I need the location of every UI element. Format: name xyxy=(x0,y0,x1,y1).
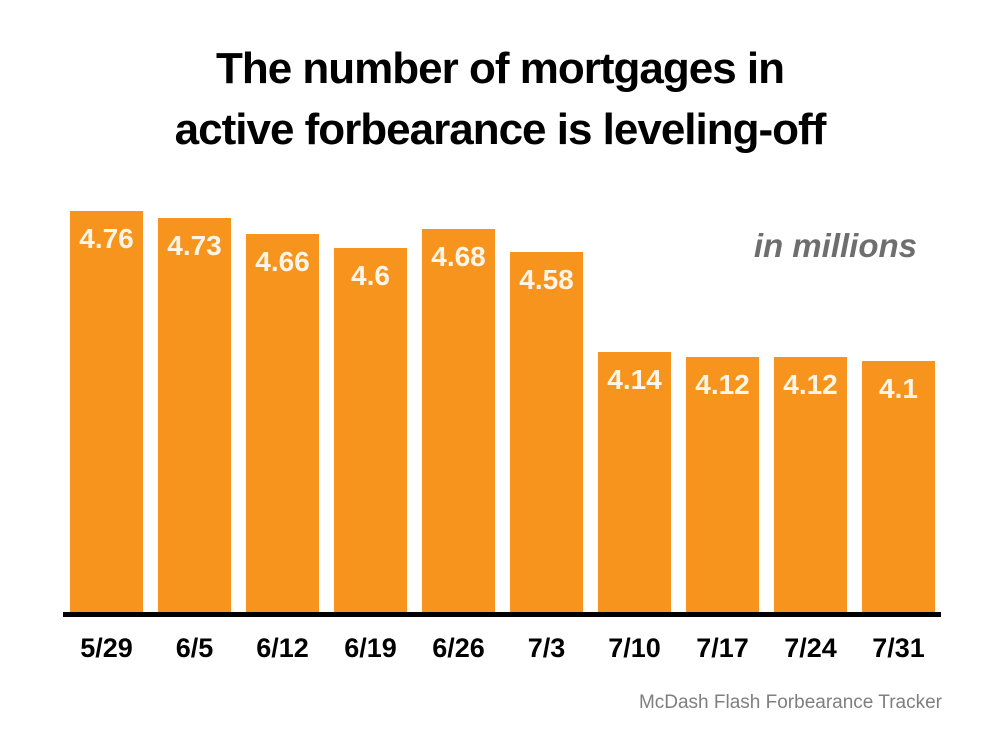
x-axis-line xyxy=(63,612,941,617)
bar-7/3: 4.58 xyxy=(510,252,583,612)
bar-value-label: 4.68 xyxy=(431,241,486,272)
bar-value-label: 4.66 xyxy=(255,246,310,277)
x-axis-label-7/3: 7/3 xyxy=(527,633,566,663)
bar-value-label: 4.73 xyxy=(167,230,222,261)
x-axis-label-7/24: 7/24 xyxy=(784,633,837,663)
bar-value-label: 4.14 xyxy=(607,364,662,395)
bar-value-label: 4.76 xyxy=(79,223,134,254)
x-axis-label-6/12: 6/12 xyxy=(256,633,309,663)
bar-5/29: 4.76 xyxy=(70,211,143,612)
bar-6/26: 4.68 xyxy=(422,229,495,612)
bar-7/31: 4.1 xyxy=(862,361,935,612)
chart-title-line-1: The number of mortgages in xyxy=(215,44,785,93)
x-axis-label-7/10: 7/10 xyxy=(608,633,661,663)
bar-6/19: 4.6 xyxy=(334,248,407,612)
chart-title: The number of mortgages in active forbear… xyxy=(0,38,1000,160)
x-axis-label-7/17: 7/17 xyxy=(696,633,749,663)
bar-value-label: 4.58 xyxy=(519,264,574,295)
x-axis-label-5/29: 5/29 xyxy=(80,633,133,663)
bar-7/24: 4.12 xyxy=(774,357,847,612)
bar-7/10: 4.14 xyxy=(598,352,671,612)
chart-title-line-2: active forbearance is leveling-off xyxy=(174,105,827,154)
units-label: in millions xyxy=(753,227,917,264)
bar-7/17: 4.12 xyxy=(686,357,759,612)
x-axis-label-6/5: 6/5 xyxy=(175,633,214,663)
bar-value-label: 4.12 xyxy=(695,369,750,400)
bar-value-label: 4.1 xyxy=(879,373,918,404)
x-axis-label-6/26: 6/26 xyxy=(432,633,485,663)
bar-6/12: 4.66 xyxy=(246,234,319,612)
bar-6/5: 4.73 xyxy=(158,218,231,612)
x-axis-label-6/19: 6/19 xyxy=(344,633,397,663)
source-label: McDash Flash Forbearance Tracker xyxy=(638,692,942,713)
bar-value-label: 4.12 xyxy=(783,369,838,400)
bar-value-label: 4.6 xyxy=(351,260,390,291)
x-axis-label-7/31: 7/31 xyxy=(872,633,925,663)
